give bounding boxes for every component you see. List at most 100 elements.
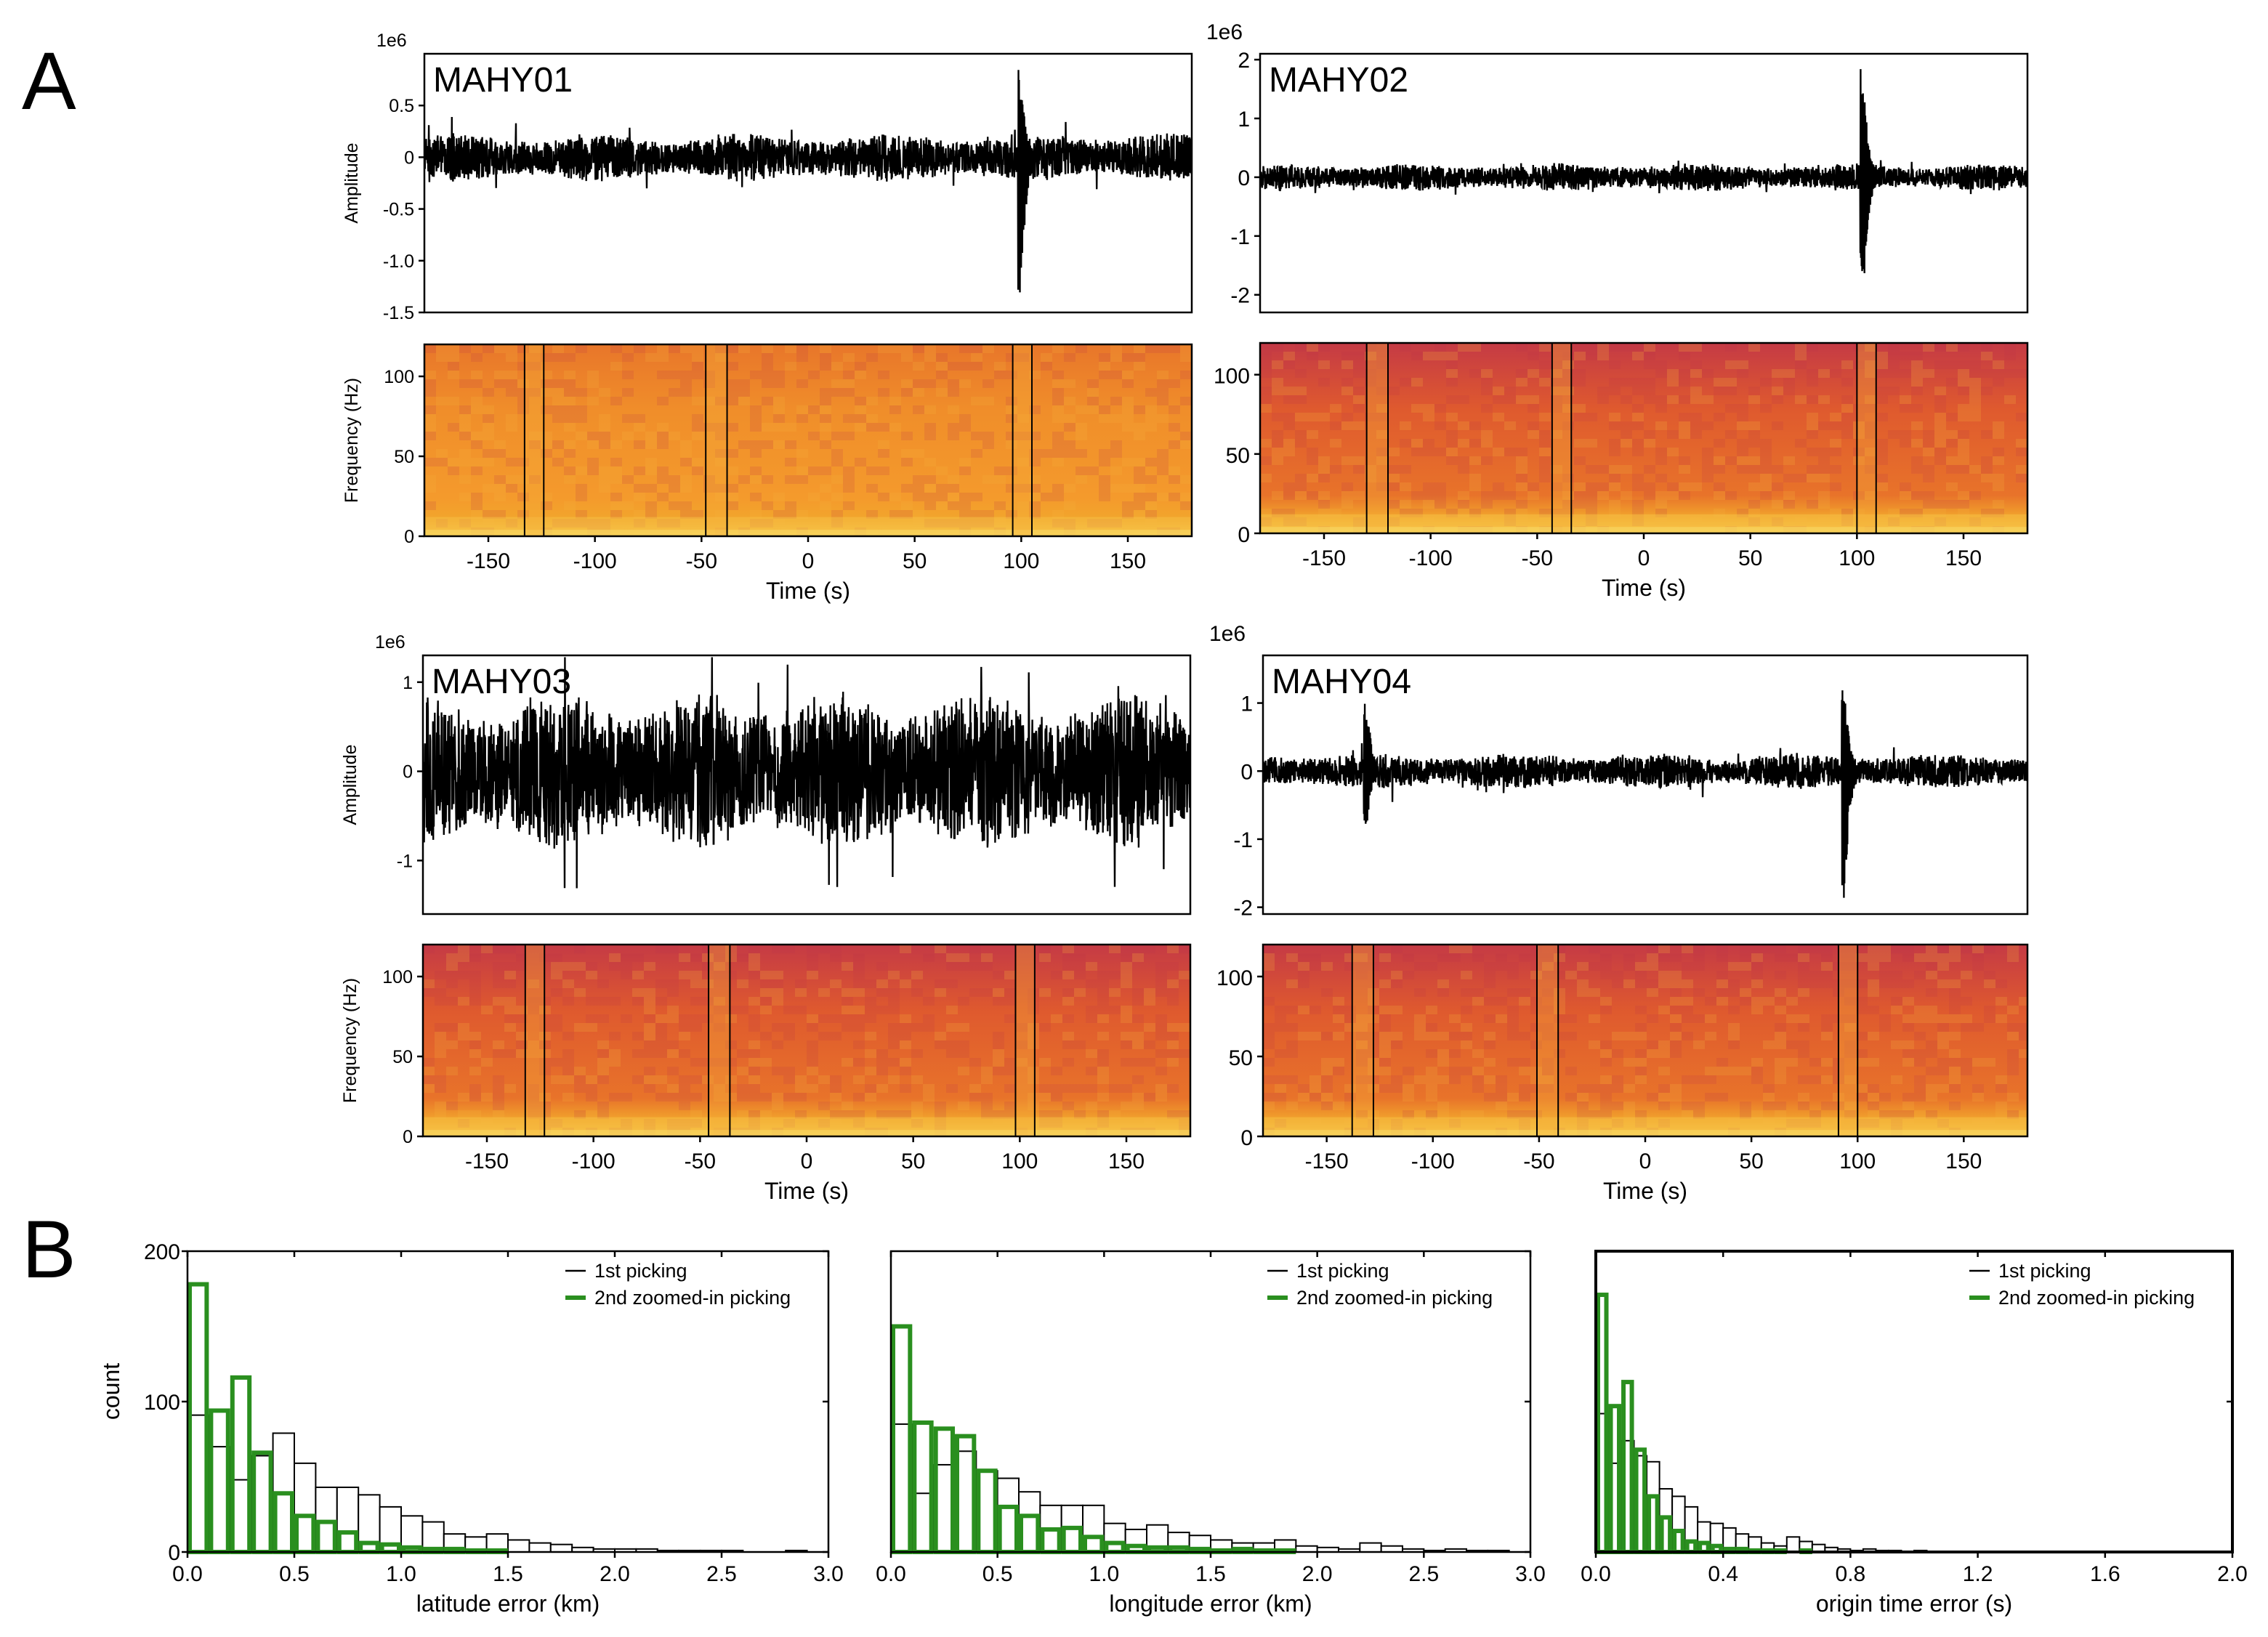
spectrogram-cell <box>1169 379 1180 388</box>
spectrogram-cell <box>1914 1049 1926 1058</box>
spectrogram-cell <box>1554 945 1565 953</box>
spectrogram-cell <box>586 997 597 1006</box>
spectrogram-cell <box>1995 979 2007 988</box>
spectrogram-cell <box>760 1032 772 1040</box>
spectrogram-cell <box>1017 510 1029 519</box>
spectrogram-cell <box>1760 378 1772 387</box>
spectrogram-cell <box>1539 448 1551 456</box>
spectrogram-cell <box>1121 1014 1132 1023</box>
spectrogram-cell <box>1493 482 1504 491</box>
spectrogram-cell <box>1504 387 1516 395</box>
spectrogram-cell <box>609 962 621 971</box>
spectrogram-cell <box>1144 1023 1155 1032</box>
spectrogram-cell <box>1180 440 1192 449</box>
spectrogram-cell <box>913 493 924 501</box>
spectrogram-cell <box>1981 474 1993 482</box>
spectrogram-cell <box>1926 1006 1937 1014</box>
spectrogram-cell <box>1783 491 1795 500</box>
spectrogram-cell <box>1807 500 1818 509</box>
spectrogram-cell <box>1353 352 1365 360</box>
spectrogram-cell <box>680 344 692 353</box>
spectrogram-cell <box>1275 1006 1286 1014</box>
spectrogram-cell <box>1737 413 1748 421</box>
spectrogram-cell <box>1064 414 1076 423</box>
spectrogram-cell <box>1751 1006 1763 1014</box>
spectrogram-cell <box>1612 1049 1623 1058</box>
spectrogram-cell <box>1600 1049 1612 1058</box>
spectrogram-cell <box>1341 360 1353 369</box>
spectrogram-cell <box>901 449 913 458</box>
spectrogram-cell <box>982 510 994 519</box>
spectrogram-cell <box>680 475 692 484</box>
spectrogram-cell <box>1062 1058 1074 1067</box>
spectrogram-cell <box>959 458 971 466</box>
spectrogram-cell <box>1926 988 1937 997</box>
spectrogram-cell <box>702 1014 714 1023</box>
spectrogram-cell <box>645 510 657 519</box>
spectrogram-cell <box>1658 1102 1670 1110</box>
spectrogram-cell <box>1180 432 1192 440</box>
spectrogram-cell <box>935 988 946 997</box>
spectrogram-cell <box>435 1023 446 1032</box>
spectrogram-cell <box>562 1049 574 1058</box>
spectrogram-cell <box>1702 474 1714 482</box>
spectrogram-cell <box>576 466 587 475</box>
spectrogram-cell <box>1623 1110 1635 1119</box>
spectrogram-cell <box>807 945 818 953</box>
spectrogram-cell <box>737 1093 748 1102</box>
spectrogram-cell <box>1484 1075 1496 1084</box>
spectrogram-cell <box>866 423 878 432</box>
spectrogram-cell <box>1028 1040 1039 1049</box>
spectrogram-cell <box>448 423 459 432</box>
spectrogram-cell <box>493 1110 504 1119</box>
y-tick-label: -1 <box>1230 225 1250 249</box>
y-tick-label: 0.5 <box>389 96 414 116</box>
spectrogram-cell <box>1109 971 1121 979</box>
spectrogram-cell <box>843 414 855 423</box>
spectrogram-cell <box>1260 387 1272 395</box>
spectrogram-cell <box>680 501 692 510</box>
spectrogram-cell <box>1949 1058 1961 1067</box>
spectrogram-cell <box>1528 369 1539 378</box>
spectrogram-cell <box>597 1067 609 1075</box>
spectrogram-cell <box>655 1049 667 1058</box>
spectrogram-cell <box>1914 1014 1926 1023</box>
spectrogram-cell <box>1064 484 1076 493</box>
y-axis-label: Amplitude <box>340 744 360 825</box>
x-tick-label: -50 <box>685 1149 716 1173</box>
y-tick-label: 100 <box>1216 966 1253 990</box>
spectrogram-cell <box>1865 360 1876 369</box>
spectrogram-cell <box>1586 491 1597 500</box>
spectrogram-cell <box>655 1075 667 1084</box>
spectrogram-cell <box>1052 458 1064 466</box>
spectrogram-cell <box>876 1006 888 1014</box>
spectrogram-cell <box>1972 962 1984 971</box>
spectrogram-cell <box>587 440 599 449</box>
spectrogram-cell <box>1737 456 1748 465</box>
spectrogram-cell <box>1169 493 1180 501</box>
spectrogram-cell <box>1260 404 1272 413</box>
y-tick-label: 0 <box>404 147 414 168</box>
spectrogram-cell <box>1074 1084 1086 1093</box>
y-tick-label: 50 <box>1226 444 1250 468</box>
spectrogram-cell <box>1554 1032 1565 1040</box>
spectrogram-cell <box>1565 1067 1577 1075</box>
spectrogram-cell <box>1446 352 1458 360</box>
spectrogram-cell <box>888 1032 900 1040</box>
spectrogram-cell <box>1551 387 1562 395</box>
spectrogram-cell <box>1318 465 1330 474</box>
spectrogram-cell <box>1167 988 1179 997</box>
spectrogram-cell <box>1900 430 1911 439</box>
spectrogram-cell <box>667 1040 679 1049</box>
spectrogram-cell <box>1028 1075 1039 1084</box>
spectrogram-cell <box>1449 953 1461 962</box>
spectrogram-cell <box>1446 439 1458 448</box>
spectrogram-cell <box>702 979 714 988</box>
legend-label-1st-picking: 1st picking <box>1998 1260 2091 1282</box>
bar-1st-picking <box>1785 1536 1801 1553</box>
spectrogram-cell <box>1122 371 1134 379</box>
spectrogram-cell <box>831 458 843 466</box>
spectrogram-cell <box>1644 343 1655 352</box>
spectrogram-cell <box>1644 439 1655 448</box>
y-tick-label: 0 <box>168 1541 180 1565</box>
